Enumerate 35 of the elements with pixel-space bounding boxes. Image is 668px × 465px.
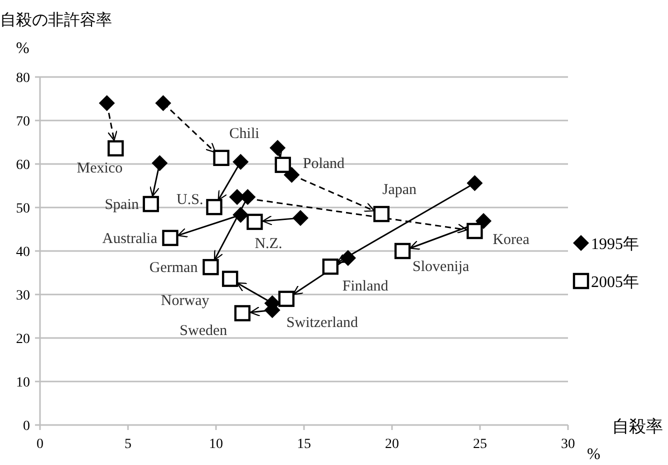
annotation: Switzerland xyxy=(286,314,359,331)
annotation: Slovenija xyxy=(412,259,470,275)
annotation: Finland xyxy=(342,278,389,295)
annotation: Japan xyxy=(382,182,418,198)
y-tick-label: 70 xyxy=(16,114,30,130)
annotation: Australia xyxy=(102,230,158,247)
annotation: U.S. xyxy=(176,192,204,208)
x-tick-label: 15 xyxy=(297,437,311,452)
y-tick-label: 80 xyxy=(16,71,30,86)
annotation: Sweden xyxy=(180,323,228,340)
legend-label: 2005年 xyxy=(591,274,639,291)
annotation: German xyxy=(149,260,198,276)
y-tick-label: 20 xyxy=(16,332,30,347)
x-tick-label: 10 xyxy=(209,437,223,452)
annotation: Mexico xyxy=(76,160,123,176)
annotation: Norway xyxy=(160,292,210,309)
annotation: Chili xyxy=(229,126,260,142)
y-axis-title: 自殺の非許容率 % xyxy=(0,11,112,57)
x-tick-label: 5 xyxy=(124,437,132,452)
x-tick-label: 30 xyxy=(561,437,575,452)
legend-label: 1995年 xyxy=(591,236,639,253)
y-tick-label: 30 xyxy=(16,288,30,304)
y-tick-label: 50 xyxy=(16,202,30,216)
annotation: Poland xyxy=(302,156,346,172)
y-tick-label: 40 xyxy=(16,245,30,260)
annotation: N.Z. xyxy=(254,236,282,252)
x-tick-label: 0 xyxy=(36,437,44,452)
y-tick-label: 10 xyxy=(16,376,30,390)
annotation: Korea xyxy=(492,232,530,248)
y-tick-label: 60 xyxy=(16,158,30,173)
y-tick-label: 0 xyxy=(23,419,30,434)
x-tick-label: 20 xyxy=(385,437,399,452)
annotation: Spain xyxy=(104,197,140,214)
x-axis-title: 自殺率 % xyxy=(587,417,663,463)
x-tick-label: 25 xyxy=(473,437,487,452)
